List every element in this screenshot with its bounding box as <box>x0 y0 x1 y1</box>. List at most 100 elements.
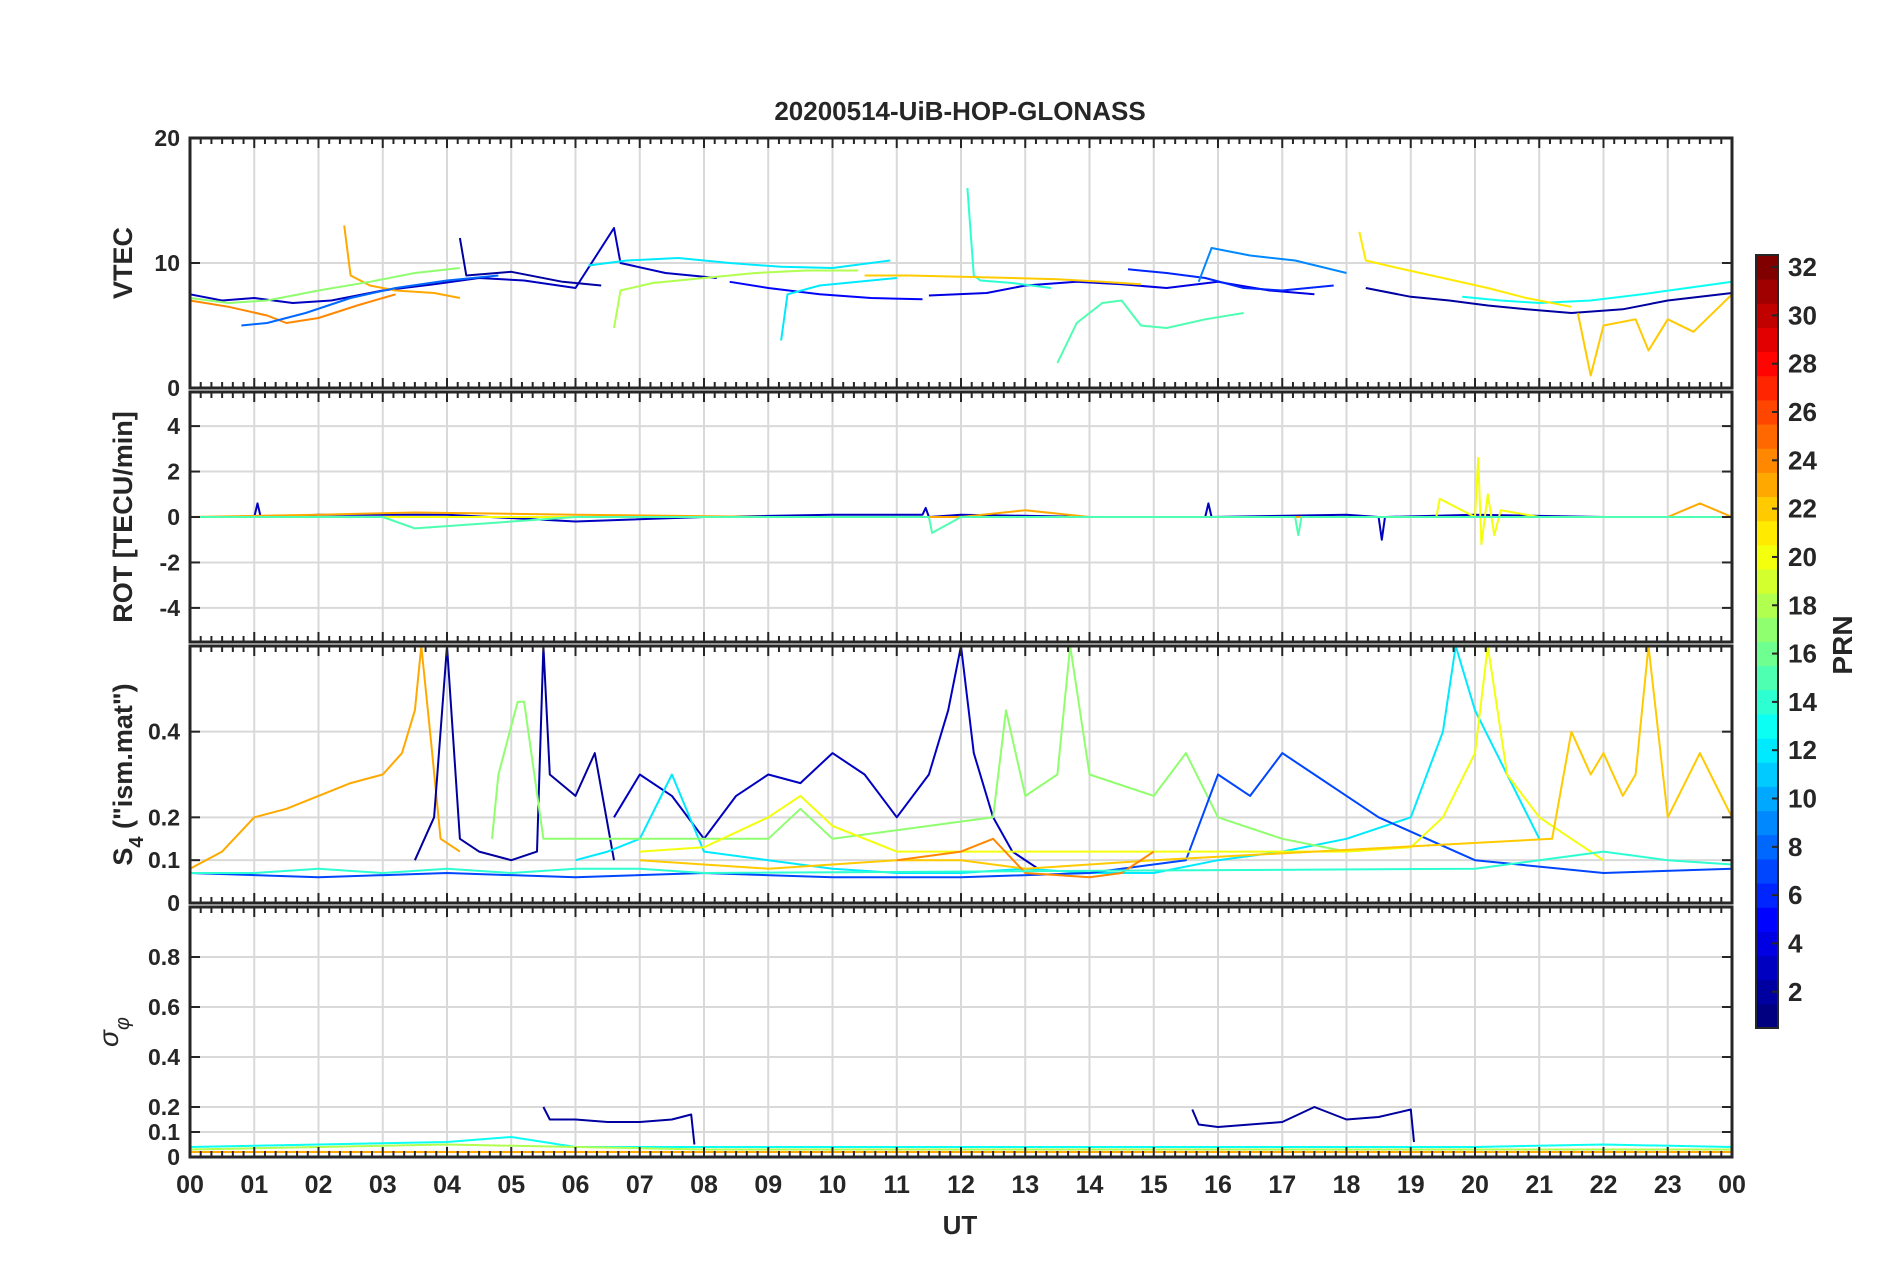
x-axis-ticks: 00 01 02 03 04 05 06 07 08 09 10 11 12 13 14 15 16 17 18 19… <box>176 1171 1746 1199</box>
series-line-prn-22 <box>864 274 1141 286</box>
series-line-prn-23 <box>189 645 461 870</box>
x-tick-label: 03 <box>369 1171 397 1199</box>
y-tick-label: -4 <box>160 595 181 621</box>
figure-title: 20200514-UiB-HOP-GLONASS <box>774 96 1145 126</box>
colorbar-swatch <box>1756 713 1778 739</box>
x-tick-label: 15 <box>1140 1171 1168 1199</box>
series-line-prn-23 <box>343 225 461 299</box>
colorbar-swatch <box>1756 689 1778 715</box>
colorbar-swatch <box>1756 641 1778 667</box>
colorbar-swatch <box>1756 786 1778 812</box>
colorbar-swatch <box>1756 738 1778 763</box>
x-tick-label: 00 <box>176 1171 204 1199</box>
x-tick-label: 14 <box>1076 1171 1104 1199</box>
colorbar-tick-label: 22 <box>1788 494 1817 524</box>
series-line-prn-14 <box>966 187 1052 289</box>
colorbar-tick-label: 12 <box>1788 735 1817 765</box>
colorbar-label: PRN <box>1827 615 1858 674</box>
series-line-prn-12 <box>588 257 891 269</box>
colorbar-swatch <box>1756 520 1778 546</box>
x-tick-label: 18 <box>1333 1171 1361 1199</box>
series-line-prn-15 <box>1056 299 1244 364</box>
y-tick-label: 0 <box>167 890 180 916</box>
colorbar-swatch <box>1756 544 1778 570</box>
rot-panel: -4 -2 0 2 4 ROT [TECU/min] <box>108 390 1734 644</box>
y-tick-label: 10 <box>154 250 180 276</box>
colorbar-swatch <box>1756 375 1778 401</box>
x-tick-label: 19 <box>1397 1171 1425 1199</box>
colorbar-tick-label: 8 <box>1788 832 1802 862</box>
series-line-prn-12 <box>780 277 897 341</box>
series-line-prn-13 <box>1462 280 1733 304</box>
colorbar-tick-label: 2 <box>1788 977 1802 1007</box>
series-line-prn-18 <box>613 269 859 329</box>
x-tick-label: 09 <box>754 1171 782 1199</box>
colorbar-swatch <box>1756 593 1778 618</box>
colorbar-swatch <box>1756 496 1778 522</box>
x-axis-label: UT <box>943 1210 978 1240</box>
sigma-phi-panel: 00.10.2 0.4 0.6 0.8 σφ <box>93 905 1734 1170</box>
series-line-prn-5 <box>729 280 923 301</box>
colorbar-swatch <box>1756 255 1778 280</box>
colorbar-swatch <box>1756 834 1778 860</box>
y-tick-label: 0.1 <box>148 847 180 873</box>
y-tick-label: 20 <box>154 125 180 151</box>
x-tick-label: 17 <box>1268 1171 1296 1199</box>
x-tick-label: 01 <box>240 1171 268 1199</box>
colorbar-tick-label: 26 <box>1788 397 1817 427</box>
x-tick-label: 04 <box>433 1171 461 1199</box>
colorbar-swatch <box>1756 303 1778 328</box>
x-tick-label: 10 <box>819 1171 847 1199</box>
y-axis-label: ROT [TECU/min] <box>108 411 138 622</box>
series-line-prn-3 <box>189 227 717 304</box>
y-tick-label: 2 <box>167 459 180 485</box>
colorbar-tick-label: 16 <box>1788 639 1817 669</box>
x-tick-label: 13 <box>1011 1171 1039 1199</box>
colorbar-tick-label: 24 <box>1788 445 1817 475</box>
colorbar-swatch <box>1756 327 1778 353</box>
colorbar-frame <box>1755 254 1779 1029</box>
colorbar-tick-label: 14 <box>1788 687 1817 717</box>
series-line-prn-2 <box>1365 287 1733 314</box>
colorbar-swatch <box>1756 472 1778 498</box>
x-tick-label: 20 <box>1461 1171 1489 1199</box>
colorbar-swatch <box>1756 424 1778 449</box>
series-line-prn-17 <box>491 645 1347 853</box>
colorbar-tick-label: 10 <box>1788 784 1817 814</box>
x-tick-label: 07 <box>626 1171 654 1199</box>
x-tick-label: 22 <box>1590 1171 1618 1199</box>
y-tick-label: 0.4 <box>148 719 180 745</box>
colorbar-tick-label: 18 <box>1788 590 1817 620</box>
axes-frame <box>188 644 1734 905</box>
s4-panel: 0 0.1 0.2 0.4S4 ("ism.mat") <box>108 644 1734 916</box>
x-tick-label: 06 <box>562 1171 590 1199</box>
colorbar-tick-label: 4 <box>1788 928 1803 958</box>
series-line-prn-2 <box>413 645 615 862</box>
y-axis-label: σφ <box>93 1017 134 1047</box>
y-tick-label: 0.2 <box>148 804 180 830</box>
colorbar-swatch <box>1756 858 1778 884</box>
y-tick-label: 0.6 <box>148 994 180 1020</box>
colorbar-swatch <box>1756 399 1778 425</box>
x-tick-label: 05 <box>497 1171 525 1199</box>
colorbar-swatch <box>1756 883 1778 908</box>
series-line-prn-22 <box>1576 293 1733 377</box>
y-tick-label: 0 <box>167 1144 180 1170</box>
colorbar-tick-label: 6 <box>1788 880 1802 910</box>
colorbar-swatch <box>1756 907 1778 932</box>
y-tick-label: 4 <box>167 413 180 439</box>
x-tick-label: 00 <box>1718 1171 1746 1199</box>
colorbar-swatch <box>1756 931 1778 957</box>
y-tick-label: -2 <box>160 549 180 575</box>
y-tick-label: 0.2 <box>148 1094 180 1120</box>
x-tick-label: 02 <box>305 1171 333 1199</box>
y-tick-label: 0.1 <box>148 1119 180 1145</box>
series-line-prn-15 <box>190 516 1732 537</box>
colorbar-tick-label: 32 <box>1788 252 1817 282</box>
series-line-prn-2 <box>542 1106 696 1145</box>
series-line-prn-21 <box>1358 231 1572 308</box>
series-line-prn-8 <box>241 274 499 327</box>
colorbar-swatch <box>1756 617 1778 642</box>
